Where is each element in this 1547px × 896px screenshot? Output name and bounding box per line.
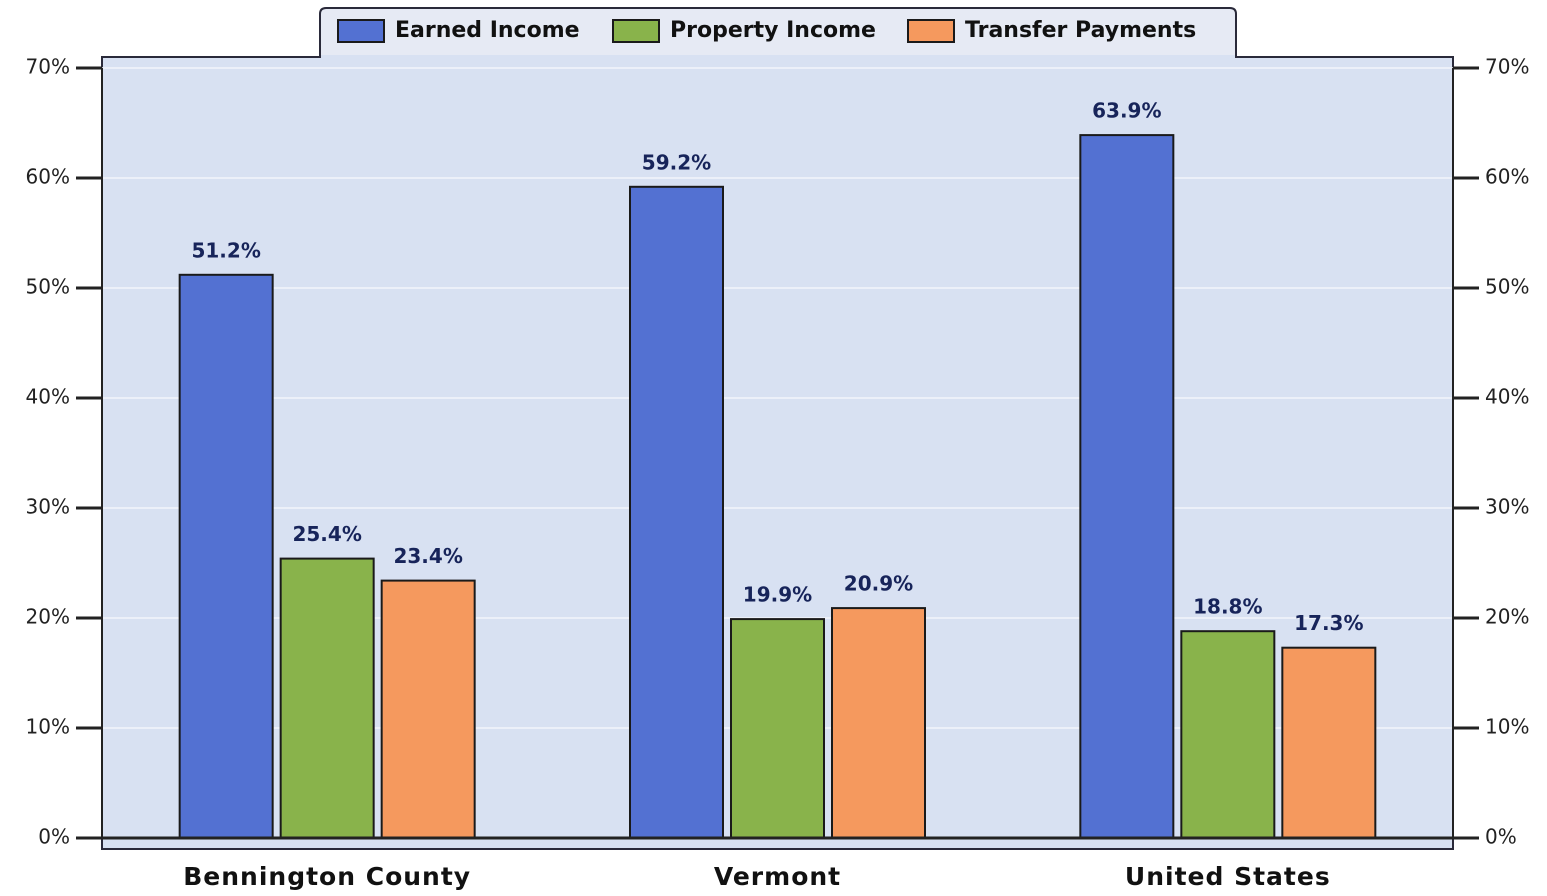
- bar: [279, 557, 375, 839]
- legend-label: Property Income: [670, 18, 876, 43]
- bar: [730, 618, 825, 839]
- y2-tick-label: 0%: [1485, 825, 1517, 849]
- bar: [629, 185, 724, 840]
- y2-tick-label: 70%: [1485, 55, 1529, 79]
- value-label: 20.9%: [844, 572, 913, 596]
- y2-tick-label: 30%: [1485, 495, 1529, 519]
- value-label: 51.2%: [191, 238, 260, 262]
- value-label: 19.9%: [743, 583, 812, 607]
- legend-label: Earned Income: [395, 18, 580, 43]
- legend-box: [319, 7, 1237, 58]
- value-label: 59.2%: [642, 150, 711, 174]
- y-tick-label: 20%: [26, 605, 70, 629]
- y2-tick-label: 20%: [1485, 605, 1529, 629]
- bar: [380, 579, 476, 839]
- bar: [178, 273, 274, 839]
- value-label: 25.4%: [292, 522, 361, 546]
- bar: [1079, 134, 1175, 840]
- y2-tick-label: 50%: [1485, 275, 1529, 299]
- y-tick-label: 70%: [26, 55, 70, 79]
- y-tick-label: 60%: [26, 165, 70, 189]
- legend-label: Transfer Payments: [965, 18, 1196, 43]
- legend-swatch: [337, 19, 385, 43]
- x-tick-label: United States: [1125, 862, 1331, 891]
- x-tick-label: Vermont: [714, 862, 841, 891]
- y-tick-label: 0%: [38, 825, 70, 849]
- value-label: 18.8%: [1193, 595, 1262, 619]
- y-tick-label: 50%: [26, 275, 70, 299]
- value-label: 63.9%: [1092, 99, 1161, 123]
- bar: [831, 607, 926, 839]
- value-label: 17.3%: [1294, 611, 1363, 635]
- y-tick-label: 30%: [26, 495, 70, 519]
- bar: [1180, 630, 1276, 840]
- bar: [1281, 646, 1377, 840]
- y2-tick-label: 40%: [1485, 385, 1529, 409]
- y-tick-label: 40%: [26, 385, 70, 409]
- value-label: 23.4%: [393, 544, 462, 568]
- x-tick-label: Bennington County: [183, 862, 471, 891]
- y-tick-label: 10%: [26, 715, 70, 739]
- legend-joint: [321, 55, 1235, 59]
- legend-swatch: [907, 19, 955, 43]
- y2-tick-label: 60%: [1485, 165, 1529, 189]
- y2-tick-label: 10%: [1485, 715, 1529, 739]
- legend-swatch: [612, 19, 660, 43]
